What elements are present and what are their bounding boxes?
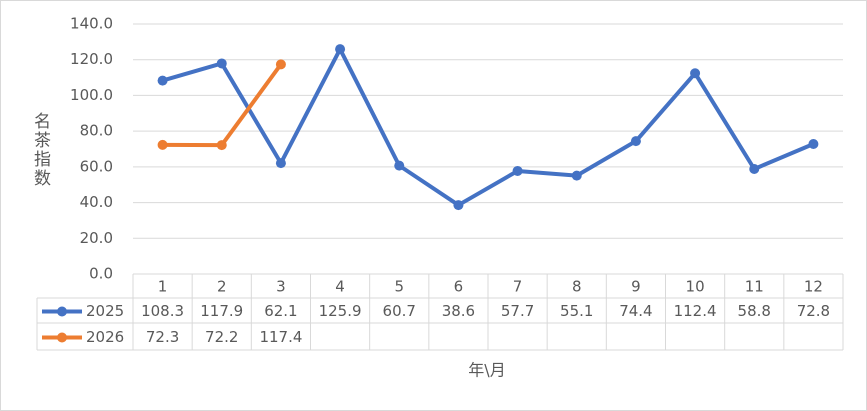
table-value: 117.4 <box>259 328 302 346</box>
y-tick-label: 80.0 <box>80 122 113 140</box>
legend-marker <box>57 306 67 317</box>
data-point <box>394 160 405 171</box>
data-point <box>571 170 582 181</box>
data-point <box>453 200 464 211</box>
data-point <box>216 140 227 151</box>
table-value: 58.8 <box>738 302 771 320</box>
table-value: 125.9 <box>319 302 362 320</box>
table-value: 38.6 <box>442 302 475 320</box>
data-point <box>275 59 286 70</box>
series-line <box>162 47 815 208</box>
table-value: 112.4 <box>674 302 717 320</box>
data-point <box>335 44 346 55</box>
table-value: 72.2 <box>205 328 238 346</box>
data-point <box>749 164 760 174</box>
x-tick-label: 2 <box>217 278 227 296</box>
x-tick-label: 3 <box>276 278 286 296</box>
x-tick-label: 11 <box>745 278 764 296</box>
table-value: 57.7 <box>501 302 534 320</box>
x-tick-label: 8 <box>572 278 582 296</box>
table-value: 72.8 <box>797 302 830 320</box>
x-tick-label: 12 <box>804 278 823 296</box>
y-tick-label: 0.0 <box>89 265 113 283</box>
table-value: 74.4 <box>619 302 652 320</box>
legend-marker <box>57 332 67 343</box>
data-point <box>157 75 168 86</box>
table-value: 72.3 <box>146 328 179 346</box>
legend-label: 2025 <box>86 302 124 320</box>
y-tick-label: 120.0 <box>70 50 113 68</box>
data-point <box>157 139 168 150</box>
data-point <box>216 58 227 69</box>
data-point <box>275 158 286 169</box>
x-axis-title: 年\月 <box>468 361 505 380</box>
x-tick-label: 6 <box>454 278 464 296</box>
y-axis-title: 名茶指数 <box>30 112 51 188</box>
legend-label: 2026 <box>86 328 124 346</box>
data-point <box>808 139 819 149</box>
data-point <box>630 136 641 147</box>
x-tick-label: 7 <box>513 278 523 296</box>
x-tick-label: 5 <box>394 278 404 296</box>
y-tick-label: 60.0 <box>80 157 113 175</box>
y-tick-label: 20.0 <box>80 229 113 247</box>
table-value: 117.9 <box>200 302 243 320</box>
x-tick-label: 10 <box>686 278 705 296</box>
x-tick-label: 4 <box>335 278 345 296</box>
table-value: 108.3 <box>141 302 184 320</box>
data-point <box>690 68 701 79</box>
y-tick-label: 100.0 <box>70 86 113 104</box>
x-tick-label: 1 <box>158 278 168 296</box>
y-tick-label: 40.0 <box>80 193 113 211</box>
table-value: 62.1 <box>264 302 297 320</box>
x-tick-label: 9 <box>631 278 641 296</box>
table-value: 55.1 <box>560 302 593 320</box>
y-tick-label: 140.0 <box>70 15 113 33</box>
data-point <box>512 165 523 176</box>
table-value: 60.7 <box>383 302 416 320</box>
